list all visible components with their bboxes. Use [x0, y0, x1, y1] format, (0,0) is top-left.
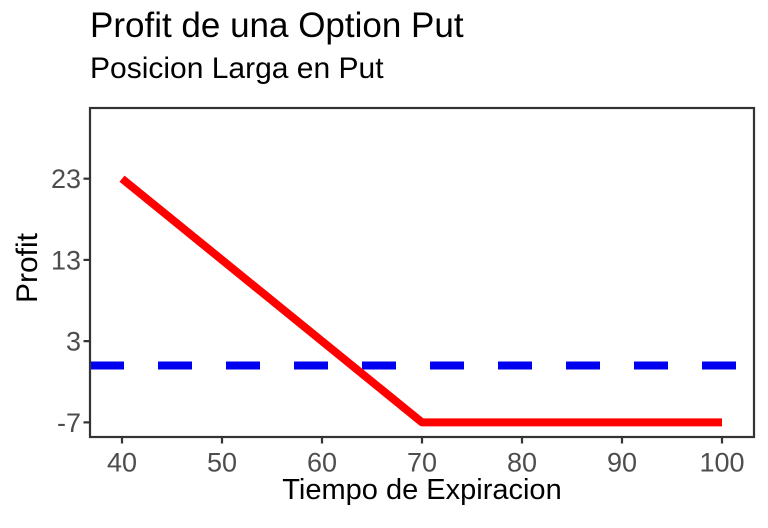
y-axis-tick-marks: [83, 177, 90, 424]
y-tick-label: -7: [57, 408, 81, 438]
series-lines: [90, 175, 754, 427]
x-tick-label: 90: [607, 448, 637, 478]
y-tick-label: 23: [51, 164, 81, 194]
panel-border: [88, 106, 756, 439]
chart-title: Profit de una Option Put: [90, 6, 464, 45]
x-tick-label: 80: [507, 448, 537, 478]
x-axis-tick-labels: 40 50 60 70 80 90 100: [107, 448, 745, 478]
x-tick-label: 60: [307, 448, 337, 478]
x-tick-label: 40: [107, 448, 137, 478]
chart-subtitle: Posicion Larga en Put: [90, 52, 384, 85]
x-axis-title: Tiempo de Expiracion: [282, 474, 562, 506]
long-put-profit-line: [119, 175, 722, 427]
y-tick-label: 13: [51, 245, 81, 275]
x-tick-label: 70: [407, 448, 437, 478]
y-tick-label: 3: [66, 327, 81, 357]
x-axis-tick-marks: [120, 437, 724, 444]
x-tick-label: 50: [207, 448, 237, 478]
y-axis-tick-labels: 23 13 3 -7: [51, 164, 81, 438]
x-tick-label: 100: [699, 448, 744, 478]
